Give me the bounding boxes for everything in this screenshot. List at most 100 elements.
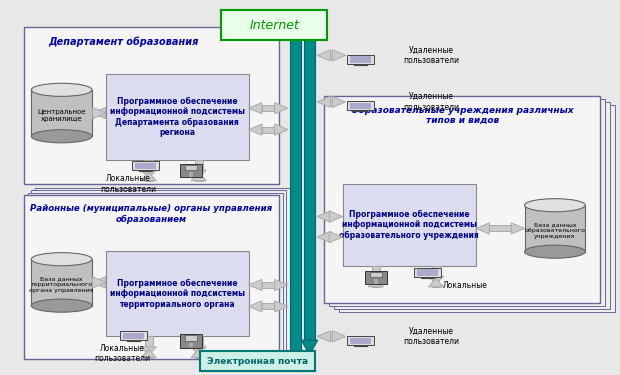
Ellipse shape — [32, 299, 92, 312]
Text: Районные (муниципальные) органы управления
образованием: Районные (муниципальные) органы управлен… — [30, 204, 273, 224]
Polygon shape — [317, 331, 330, 342]
Polygon shape — [275, 103, 288, 114]
Polygon shape — [288, 12, 304, 27]
Text: Удаленные
пользователи: Удаленные пользователи — [403, 327, 459, 346]
FancyBboxPatch shape — [350, 338, 371, 344]
Polygon shape — [249, 124, 262, 135]
Polygon shape — [332, 96, 345, 108]
Text: Департамент образования: Департамент образования — [48, 37, 199, 47]
FancyBboxPatch shape — [180, 334, 202, 348]
Text: Удаленные
пользователи: Удаленные пользователи — [403, 92, 459, 112]
Polygon shape — [249, 301, 262, 312]
FancyBboxPatch shape — [123, 333, 144, 339]
Polygon shape — [368, 279, 384, 287]
Polygon shape — [432, 284, 440, 287]
Polygon shape — [489, 225, 511, 231]
FancyBboxPatch shape — [414, 268, 441, 277]
Polygon shape — [249, 103, 262, 114]
FancyBboxPatch shape — [350, 103, 371, 109]
FancyBboxPatch shape — [106, 74, 249, 160]
Polygon shape — [329, 213, 330, 219]
Ellipse shape — [525, 199, 585, 212]
Polygon shape — [92, 108, 106, 118]
Polygon shape — [145, 355, 153, 358]
Polygon shape — [428, 276, 443, 284]
FancyBboxPatch shape — [525, 205, 585, 252]
Polygon shape — [476, 223, 489, 234]
Text: База данных
образовательного
учреждения: База данных образовательного учреждения — [525, 222, 585, 239]
Polygon shape — [92, 110, 105, 116]
Polygon shape — [141, 170, 156, 178]
FancyBboxPatch shape — [32, 259, 92, 306]
Polygon shape — [262, 105, 275, 111]
Text: Локальные
пользователи: Локальные пользователи — [100, 174, 156, 194]
Text: Образовательные учреждения различных
типов и видов: Образовательные учреждения различных тип… — [351, 106, 574, 125]
Polygon shape — [195, 336, 203, 347]
FancyBboxPatch shape — [180, 164, 202, 177]
FancyBboxPatch shape — [189, 172, 193, 177]
FancyBboxPatch shape — [120, 331, 146, 340]
Polygon shape — [332, 50, 345, 61]
Ellipse shape — [32, 83, 92, 96]
Text: Программное обеспечение
информационной подсистемы
образовательного учреждения: Программное обеспечение информационной п… — [339, 210, 479, 240]
Polygon shape — [372, 284, 380, 287]
Text: Программное обеспечение
информационной подсистемы
Департамента образования
регио: Программное обеспечение информационной п… — [110, 97, 245, 137]
Polygon shape — [512, 223, 525, 234]
Polygon shape — [275, 279, 288, 291]
Text: Центральное
хранилище: Центральное хранилище — [37, 108, 86, 122]
Polygon shape — [317, 96, 330, 108]
FancyBboxPatch shape — [374, 279, 378, 284]
FancyBboxPatch shape — [24, 195, 279, 359]
FancyBboxPatch shape — [32, 190, 286, 354]
Polygon shape — [330, 53, 332, 58]
FancyBboxPatch shape — [339, 105, 615, 312]
Polygon shape — [249, 279, 262, 291]
Polygon shape — [275, 124, 288, 135]
Polygon shape — [317, 211, 330, 222]
Polygon shape — [290, 27, 301, 351]
Polygon shape — [329, 231, 343, 243]
FancyBboxPatch shape — [329, 99, 605, 306]
Polygon shape — [329, 234, 330, 240]
FancyBboxPatch shape — [370, 272, 382, 277]
Ellipse shape — [525, 245, 585, 258]
Polygon shape — [332, 331, 345, 342]
Ellipse shape — [32, 130, 92, 143]
Ellipse shape — [32, 253, 92, 266]
Polygon shape — [372, 266, 380, 276]
Polygon shape — [145, 178, 153, 181]
FancyBboxPatch shape — [24, 27, 279, 184]
Polygon shape — [92, 279, 105, 285]
FancyBboxPatch shape — [347, 336, 374, 345]
Polygon shape — [330, 99, 332, 105]
Polygon shape — [317, 231, 330, 243]
Polygon shape — [317, 50, 330, 61]
Polygon shape — [191, 350, 206, 358]
Polygon shape — [92, 108, 105, 118]
FancyBboxPatch shape — [343, 184, 476, 266]
Polygon shape — [141, 172, 156, 181]
Polygon shape — [195, 355, 203, 358]
Polygon shape — [195, 178, 203, 181]
FancyBboxPatch shape — [350, 57, 371, 63]
Polygon shape — [262, 303, 275, 309]
Polygon shape — [191, 172, 206, 181]
Text: Локальные: Локальные — [443, 280, 487, 290]
Polygon shape — [141, 350, 156, 358]
FancyBboxPatch shape — [347, 55, 374, 64]
Text: База данных
территориального
органа управления: База данных территориального органа упра… — [29, 276, 94, 292]
Text: Программное обеспечение
информационной подсистемы
территориального органа: Программное обеспечение информационной п… — [110, 279, 245, 309]
FancyBboxPatch shape — [189, 342, 193, 347]
FancyBboxPatch shape — [347, 101, 374, 110]
Polygon shape — [141, 347, 156, 355]
Polygon shape — [304, 16, 316, 340]
Text: Локальные
пользователи: Локальные пользователи — [94, 344, 150, 363]
FancyBboxPatch shape — [132, 161, 159, 170]
Polygon shape — [368, 276, 384, 284]
FancyBboxPatch shape — [417, 269, 438, 276]
FancyBboxPatch shape — [135, 162, 156, 169]
Polygon shape — [191, 170, 206, 178]
FancyBboxPatch shape — [28, 193, 283, 357]
FancyBboxPatch shape — [221, 10, 327, 40]
Polygon shape — [329, 211, 343, 222]
